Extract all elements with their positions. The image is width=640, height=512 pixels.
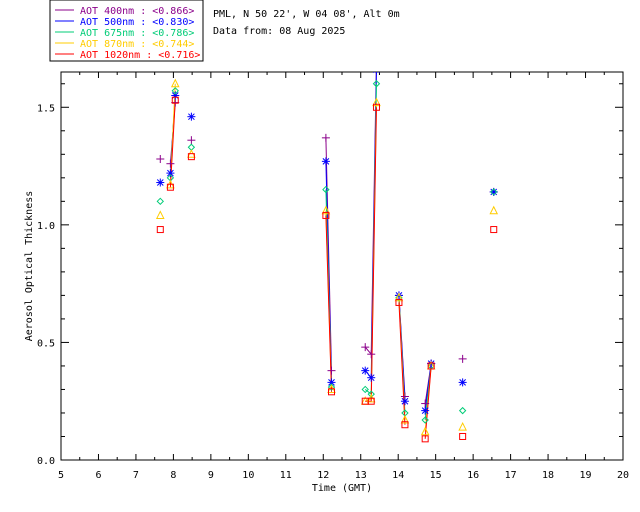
data-point-s4-p12: [427, 362, 435, 370]
x-tick-label: 17: [505, 470, 517, 481]
data-point-s0-p11: [421, 399, 430, 408]
data-point-s2-p2: [171, 87, 179, 95]
data-point-s2-p5: [327, 383, 336, 391]
data-point-s0-p8: [372, 56, 380, 64]
data-point-s0-p7: [367, 350, 376, 359]
x-tick-label: 13: [355, 470, 367, 481]
data-point-s1-p1: [166, 169, 175, 178]
station-label: PML, N 50 22', W 04 08', Alt 0m: [213, 9, 400, 20]
data-point-s3-p8: [372, 97, 381, 107]
x-tick-label: 9: [208, 470, 214, 481]
data-point-s0-p1: [166, 159, 175, 168]
data-point-s4-p13: [459, 432, 467, 440]
x-tick-label: 11: [280, 470, 292, 481]
data-point-s1-p11: [421, 406, 430, 415]
data-point-s1-p6: [361, 366, 370, 375]
legend-label-4: AOT 1020nm : <0.716>: [80, 50, 200, 61]
data-point-s1-p10: [400, 397, 409, 406]
x-tick-label: 20: [617, 470, 629, 481]
data-point-s1-p3: [187, 112, 196, 121]
x-tick-label: 15: [430, 470, 442, 481]
data-point-s0-p0: [156, 155, 165, 164]
x-tick-label: 16: [467, 470, 479, 481]
data-point-s4-p2: [171, 96, 179, 104]
x-tick-label: 18: [542, 470, 554, 481]
data-point-s4-p9: [395, 298, 403, 306]
data-point-s4-p1: [166, 183, 174, 191]
data-point-s1-p7: [367, 373, 376, 382]
data-point-s4-p7: [367, 397, 375, 405]
data-point-s0-p6: [361, 343, 370, 352]
x-tick-label: 19: [580, 470, 592, 481]
data-point-s4-p11: [421, 435, 429, 443]
series-markers: [155, 56, 499, 443]
y-tick-label: 0.0: [37, 456, 55, 467]
x-axis: 5 6 7 8 9 10 11 12 13 14 15 16 17 18 19 20: [58, 72, 629, 481]
date-label: Data from: 08 Aug 2025: [213, 26, 345, 37]
data-point-s0-p5: [327, 366, 336, 375]
data-point-s4-p0: [156, 226, 164, 234]
legend: AOT 400nm : <0.866>AOT 500nm : <0.830>AO…: [49, 0, 204, 62]
data-point-s3-p11: [420, 426, 430, 436]
y-axis-label: Aerosol Optical Thickness: [24, 191, 35, 342]
series-lines: [169, 72, 432, 439]
data-point-s3-p13: [458, 421, 467, 431]
series-line-4: [424, 365, 432, 439]
data-point-s4-p5: [328, 388, 336, 396]
data-point-s3-p0: [155, 210, 165, 219]
legend-label-0: AOT 400nm : <0.866>: [80, 6, 194, 17]
y-axis: 0.0 0.5 1.0 1.5: [37, 83, 623, 467]
legend-label-1: AOT 500nm : <0.830>: [80, 17, 194, 28]
x-tick-label: 12: [317, 470, 329, 481]
data-point-s4-p3: [187, 153, 195, 161]
y-tick-label: 1.0: [37, 221, 55, 232]
x-tick-label: 5: [58, 470, 64, 481]
data-point-s1-p8: [373, 72, 380, 74]
data-point-s0-p13: [458, 354, 467, 363]
series-line-4: [398, 302, 406, 425]
data-point-s1-p4: [321, 157, 330, 166]
x-axis-label: Time (GMT): [312, 483, 372, 494]
x-tick-label: 6: [95, 470, 101, 481]
data-point-s3-p4: [321, 205, 331, 215]
plot-frame: [60, 71, 624, 461]
x-tick-label: 7: [133, 470, 139, 481]
data-point-s0-p3: [187, 136, 196, 145]
data-point-s1-p0: [156, 178, 165, 187]
data-point-s2-p4: [322, 185, 330, 194]
data-point-s4-p14: [490, 226, 498, 234]
data-point-s3-p2: [170, 78, 180, 88]
legend-label-3: AOT 870nm : <0.744>: [80, 39, 194, 50]
data-point-s3-p10: [400, 414, 410, 424]
data-point-s2-p8: [372, 80, 381, 88]
series-line-4: [325, 215, 333, 392]
x-tick-label: 8: [170, 470, 176, 481]
data-point-s4-p10: [401, 421, 409, 429]
data-point-s2-p6: [361, 385, 369, 394]
y-tick-label: 0.5: [37, 338, 55, 349]
data-point-s2-p0: [156, 197, 164, 206]
x-tick-label: 14: [392, 470, 404, 481]
data-point-s4-p4: [322, 211, 330, 219]
legend-box: [49, 0, 204, 62]
x-tick-label: 10: [242, 470, 254, 481]
legend-label-2: AOT 675nm : <0.786>: [80, 28, 194, 39]
y-tick-label: 1.5: [37, 103, 55, 114]
data-point-s3-p14: [489, 205, 499, 215]
data-point-s4-p8: [372, 103, 380, 111]
data-point-s2-p13: [458, 406, 467, 415]
data-point-s0-p4: [321, 133, 330, 142]
data-point-s3-p9: [394, 292, 404, 302]
data-point-s2-p7: [367, 390, 375, 398]
data-point-s2-p11: [421, 416, 429, 424]
data-point-s2-p14: [490, 188, 498, 196]
data-point-s1-p13: [458, 378, 467, 387]
